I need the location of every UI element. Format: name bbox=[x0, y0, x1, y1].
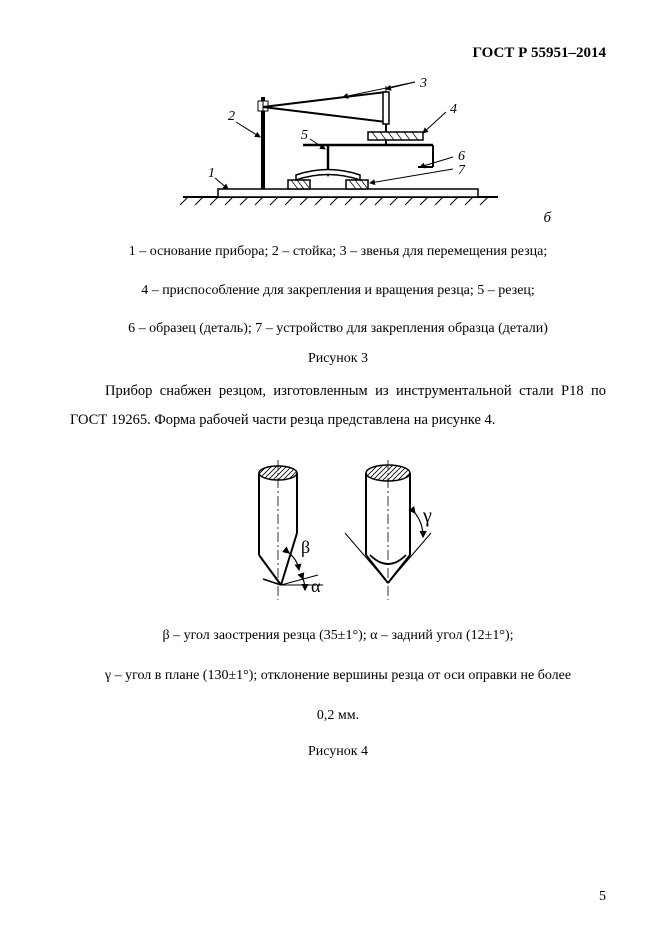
figure-4-cutter-geometry: β α γ bbox=[70, 455, 606, 610]
fig4-gamma-label: γ bbox=[422, 505, 432, 527]
fig3-callout-5: 5 bbox=[301, 128, 308, 143]
fig3-callout-2: 2 bbox=[228, 109, 235, 124]
figure-4-caption: Рисунок 4 bbox=[70, 744, 606, 760]
figure-4-legend-line1: β – угол заострения резца (35±1°); α – з… bbox=[70, 622, 606, 650]
figure-3-caption: Рисунок 3 bbox=[70, 351, 606, 367]
page-number: 5 bbox=[599, 889, 606, 905]
figure-4-legend-line3: 0,2 мм. bbox=[70, 702, 606, 730]
fig3-callout-6: 6 bbox=[458, 149, 465, 164]
figure-3-panel-label: б bbox=[543, 210, 551, 227]
fig3-callout-4: 4 bbox=[450, 102, 457, 117]
figure-3-legend-line1: 1 – основание прибора; 2 – стойка; 3 – з… bbox=[70, 239, 606, 266]
page: ГОСТ Р 55951–2014 bbox=[0, 0, 661, 935]
fig4-beta-label: β bbox=[301, 537, 310, 557]
figure-4-legend-line2: γ – угол в плане (130±1°); отклонение ве… bbox=[70, 662, 606, 690]
body-paragraph: Прибор снабжен резцом, изготовленным из … bbox=[70, 377, 606, 435]
document-id-header: ГОСТ Р 55951–2014 bbox=[70, 45, 606, 62]
fig3-callout-7: 7 bbox=[458, 163, 466, 178]
figure-3-device-schematic: 1 2 3 4 5 6 7 б bbox=[70, 77, 606, 227]
figure-3-legend-line3: 6 – образец (деталь); 7 – устройство для… bbox=[70, 316, 606, 343]
fig3-callout-1: 1 bbox=[208, 166, 215, 181]
fig4-alpha-label: α bbox=[311, 576, 321, 596]
fig3-callout-3: 3 bbox=[419, 77, 427, 91]
figure-3-legend-line2: 4 – приспособление для закрепления и вра… bbox=[70, 278, 606, 305]
